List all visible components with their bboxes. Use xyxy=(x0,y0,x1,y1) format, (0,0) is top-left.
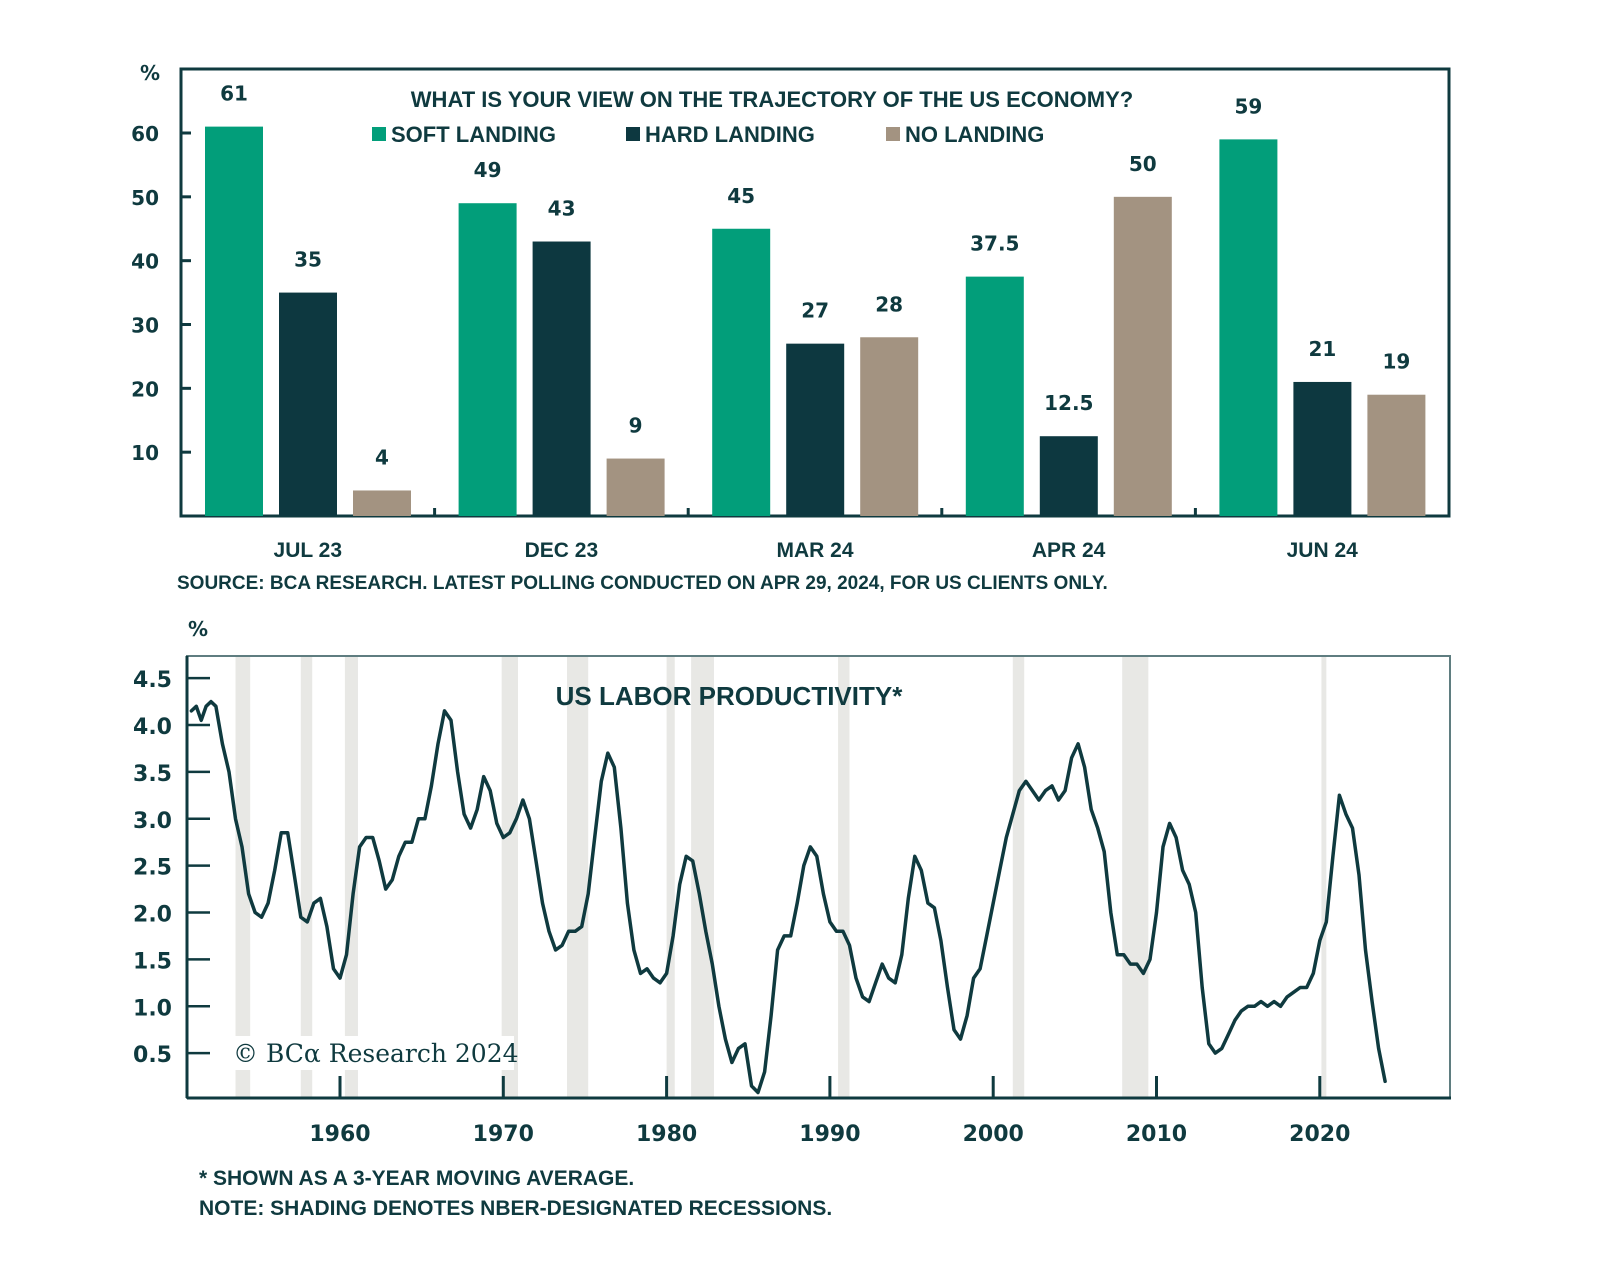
line-y-axis-unit: % xyxy=(188,617,208,641)
line-y-tick-label: 2.0 xyxy=(133,903,172,928)
bar-no-landing xyxy=(1113,196,1172,517)
line-y-tick-label: 2.5 xyxy=(133,856,172,881)
recession-band xyxy=(1122,657,1149,1097)
bar-legend: SOFT LANDING HARD LANDING NO LANDING xyxy=(372,122,1044,147)
bar-y-tick-label: 20 xyxy=(131,377,159,401)
footnote-recession-shading: NOTE: SHADING DENOTES NBER-DESIGNATED RE… xyxy=(199,1197,832,1220)
line-y-tick-label: 1.5 xyxy=(133,949,172,974)
bar-hard-landing xyxy=(1039,436,1098,516)
bar-soft-landing xyxy=(458,203,517,516)
watermark: © BCα Research 2024 xyxy=(233,1039,519,1068)
bar-no-landing xyxy=(606,458,665,516)
bar-soft-landing xyxy=(712,228,771,516)
bar-value-label: 49 xyxy=(474,158,502,182)
line-y-tick-label: 1.0 xyxy=(133,996,172,1021)
bar-hard-landing xyxy=(279,292,337,516)
bar-value-label: 43 xyxy=(548,197,576,221)
bar-value-label: 9 xyxy=(629,414,643,438)
recession-band xyxy=(691,657,714,1097)
legend-swatch-hard-landing xyxy=(626,127,640,141)
line-y-tick-label: 0.5 xyxy=(133,1043,172,1068)
bar-y-tick-label: 10 xyxy=(131,441,159,465)
recession-band xyxy=(666,657,675,1097)
bar-y-tick-label: 30 xyxy=(131,314,159,338)
bar-value-label: 59 xyxy=(1234,94,1262,118)
bar-x-axis: JUL 23 DEC 23 MAR 24 APR 24 JUN 24 xyxy=(274,508,1359,562)
bar-no-landing xyxy=(860,337,919,516)
bar-x-tick-label: MAR 24 xyxy=(776,539,853,562)
bar-x-tick-label: APR 24 xyxy=(1032,539,1106,562)
bar-hard-landing xyxy=(532,241,591,516)
line-x-tick-label: 1980 xyxy=(636,1122,697,1147)
recession-band xyxy=(838,657,850,1097)
recession-band xyxy=(300,657,313,1097)
legend-label-hard-landing: HARD LANDING xyxy=(645,122,815,147)
bar-value-label: 61 xyxy=(220,82,248,106)
productivity-line xyxy=(189,699,1387,1095)
recession-band xyxy=(501,657,518,1097)
recession-band xyxy=(1321,657,1327,1097)
legend-swatch-soft-landing xyxy=(372,127,386,141)
bar-value-label: 21 xyxy=(1308,337,1336,361)
line-plot-frame xyxy=(186,655,1451,1099)
bar-x-tick-label: JUN 24 xyxy=(1287,539,1359,562)
line-x-tick-label: 1960 xyxy=(309,1122,370,1147)
bar-hard-landing xyxy=(786,343,845,516)
bar-y-tick-label: 60 xyxy=(131,122,159,146)
bar-x-tick-label: JUL 23 xyxy=(274,539,343,562)
legend-label-soft-landing: SOFT LANDING xyxy=(391,122,556,147)
bar-value-label: 27 xyxy=(801,299,829,323)
bar-y-tick-label: 50 xyxy=(131,186,159,210)
legend-label-no-landing: NO LANDING xyxy=(905,122,1044,147)
recession-band xyxy=(344,657,358,1097)
footnote-moving-average: * SHOWN AS A 3-YEAR MOVING AVERAGE. xyxy=(199,1167,634,1190)
bar-value-label: 50 xyxy=(1129,152,1157,176)
bar-soft-landing xyxy=(205,126,263,516)
bar-value-label: 19 xyxy=(1382,350,1410,374)
bar-y-axis: 10 20 30 40 50 60 xyxy=(131,122,191,465)
bar-value-label: 4 xyxy=(375,445,389,469)
line-x-axis: 1960 1970 1980 1990 2000 2010 2020 xyxy=(309,1076,1350,1147)
line-x-tick-label: 2000 xyxy=(963,1122,1024,1147)
line-y-tick-label: 3.0 xyxy=(133,809,172,834)
bar-soft-landing xyxy=(1219,139,1278,516)
bar-source-note: SOURCE: BCA RESEARCH. LATEST POLLING CON… xyxy=(177,573,1108,594)
line-y-tick-label: 4.0 xyxy=(133,715,172,740)
recession-band xyxy=(235,657,251,1097)
line-x-tick-label: 1990 xyxy=(799,1122,860,1147)
bar-value-label: 45 xyxy=(727,184,755,208)
line-y-tick-label: 4.5 xyxy=(133,668,172,693)
bar-no-landing xyxy=(1367,394,1426,516)
bar-value-label: 35 xyxy=(294,248,322,272)
recession-shading xyxy=(235,657,1327,1097)
bar-chart-title: WHAT IS YOUR VIEW ON THE TRAJECTORY OF T… xyxy=(411,87,1133,112)
line-x-tick-label: 2010 xyxy=(1126,1122,1187,1147)
bar-no-landing xyxy=(353,490,411,516)
bar-marks: 61 35 4 49 43 9 45 27 28 37.5 12.5 50 59 21 19 xyxy=(205,82,1426,517)
line-chart-title: US LABOR PRODUCTIVITY* xyxy=(556,681,904,711)
line-y-axis: 0.5 1.0 1.5 2.0 2.5 3.0 3.5 4.0 4.5 xyxy=(133,668,210,1068)
bar-value-label: 28 xyxy=(875,292,903,316)
bar-value-label: 12.5 xyxy=(1044,391,1093,415)
recession-band xyxy=(566,657,589,1097)
line-y-tick-label: 3.5 xyxy=(133,762,172,787)
bar-y-axis-unit: % xyxy=(140,61,160,85)
bar-soft-landing xyxy=(965,276,1024,516)
bar-y-tick-label: 40 xyxy=(131,250,159,274)
line-x-tick-label: 2020 xyxy=(1289,1122,1350,1147)
watermark-background xyxy=(226,1036,514,1070)
line-chart: % © BCα Research 2024 0.5 1.0 1.5 2.0 2.5 3.0… xyxy=(133,617,1451,1220)
line-x-tick-label: 1970 xyxy=(473,1122,534,1147)
recession-band xyxy=(1012,657,1025,1097)
bar-hard-landing xyxy=(1293,381,1352,516)
bar-value-label: 37.5 xyxy=(970,232,1019,256)
bar-x-tick-label: DEC 23 xyxy=(525,539,599,562)
legend-swatch-no-landing xyxy=(886,127,900,141)
